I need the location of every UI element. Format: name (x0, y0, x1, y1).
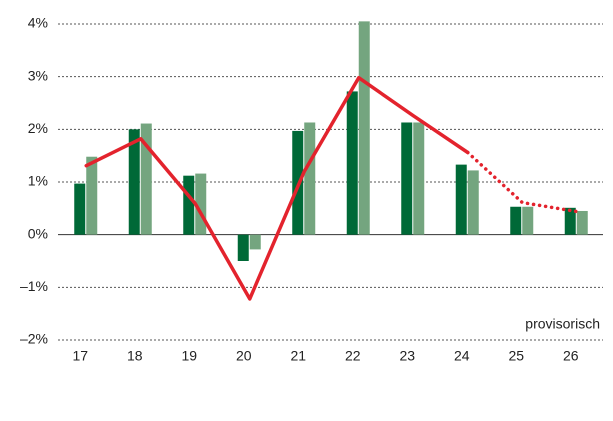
bar (564, 207, 576, 235)
x-tick-label: 24 (454, 348, 470, 364)
y-tick-label: 3% (28, 67, 48, 83)
bar (401, 122, 413, 235)
x-tick-label: 23 (399, 348, 415, 364)
bar (86, 156, 98, 235)
bar (195, 173, 207, 235)
bar (413, 122, 425, 235)
bar (183, 175, 195, 235)
line (466, 150, 579, 214)
y-tick-label: –2% (20, 331, 48, 347)
y-tick-label: –1% (20, 278, 48, 294)
bar (249, 234, 261, 250)
x-tick-label: 25 (508, 348, 524, 364)
bar (576, 210, 588, 235)
bar (510, 206, 522, 235)
bar (140, 123, 152, 235)
y-tick-label: 1% (28, 173, 48, 189)
bar (128, 129, 140, 235)
bar (455, 164, 467, 235)
x-tick-label: 22 (345, 348, 361, 364)
bar (358, 21, 370, 235)
x-tick-label: 18 (127, 348, 143, 364)
y-tick-label: 4% (28, 15, 48, 31)
x-tick-label: 21 (290, 348, 306, 364)
y-tick-label: 0% (28, 225, 48, 241)
line (84, 75, 470, 301)
x-tick-label: 19 (181, 348, 197, 364)
bar (74, 183, 86, 235)
bar (467, 170, 479, 235)
bar (346, 91, 358, 235)
x-tick-label: 26 (563, 348, 579, 364)
x-tick-label: 20 (236, 348, 252, 364)
x-tick-label: 17 (72, 348, 88, 364)
y-tick-label: 2% (28, 120, 48, 136)
bar (522, 206, 534, 235)
annotation: provisorisch (525, 316, 600, 332)
bar (304, 122, 316, 235)
bar (237, 234, 249, 261)
